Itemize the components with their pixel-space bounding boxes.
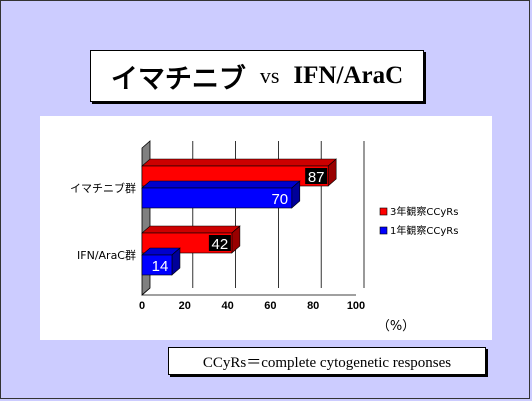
x-tick-label: 0 — [139, 300, 145, 312]
x-tick-label: 40 — [221, 300, 233, 312]
title-vs: vs — [259, 63, 280, 88]
x-axis-depth — [141, 287, 151, 296]
bar-top — [141, 158, 337, 167]
category-label: IFN/AraC群 — [77, 248, 136, 262]
title-box: イマチニブ vs IFN/AraC — [90, 50, 424, 102]
data-label: 42 — [212, 236, 229, 253]
x-tick-label: 80 — [307, 300, 319, 312]
unit-label: （%） — [377, 319, 415, 334]
x-tick-label: 100 — [347, 300, 365, 312]
title-main: イマチニブ — [110, 63, 246, 95]
footnote: CCyRs＝complete cytogenetic responses — [168, 347, 486, 375]
title-sub: IFN/AraC — [293, 62, 404, 89]
data-label-box — [305, 168, 328, 184]
category-label: イマチニブ群 — [70, 181, 136, 195]
data-label: 87 — [308, 169, 325, 186]
bar — [141, 254, 173, 276]
bar-top — [141, 225, 241, 234]
x-tick-label: 20 — [179, 300, 191, 312]
legend-swatch — [379, 207, 388, 216]
data-label: 14 — [152, 258, 169, 275]
bar — [141, 187, 293, 209]
data-label-box — [208, 235, 231, 251]
x-tick-label: 60 — [264, 300, 276, 312]
legend-swatch — [379, 226, 388, 235]
legend-label: 1年観察CCyRs — [390, 224, 458, 237]
chart-panel — [40, 116, 492, 340]
bar-top — [141, 180, 301, 189]
data-label: 70 — [271, 191, 288, 208]
legend-label: 3年観察CCyRs — [390, 205, 458, 218]
